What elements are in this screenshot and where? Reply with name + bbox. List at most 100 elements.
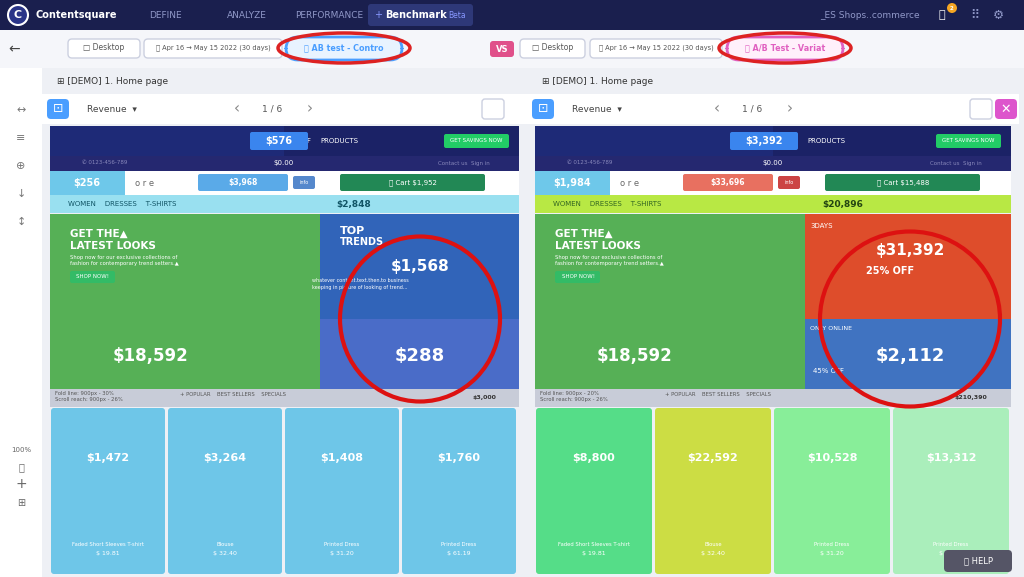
Text: o r e: o r e (621, 178, 640, 188)
Text: DEFINE: DEFINE (148, 10, 181, 20)
Text: Fold line: 900px - 30%: Fold line: 900px - 30% (55, 392, 114, 396)
FancyBboxPatch shape (730, 132, 798, 150)
Text: ⊞ [DEMO] 1. Home page: ⊞ [DEMO] 1. Home page (542, 77, 653, 85)
Text: Printed Dress: Printed Dress (933, 541, 969, 546)
Text: ⓘ HELP: ⓘ HELP (964, 556, 992, 565)
Text: whatever content.text.then.to business: whatever content.text.then.to business (311, 279, 409, 283)
Text: WOMEN    DRESSES    T-SHIRTS: WOMEN DRESSES T-SHIRTS (68, 201, 176, 207)
FancyBboxPatch shape (285, 408, 399, 574)
Text: ✆ 0123-456-789: ✆ 0123-456-789 (82, 160, 128, 166)
Bar (535, 126, 773, 156)
Text: Benchmark: Benchmark (385, 10, 446, 20)
Text: ≡: ≡ (16, 133, 26, 143)
Text: 👥 AB test - Contro: 👥 AB test - Contro (304, 43, 384, 53)
Bar (50, 126, 284, 156)
Text: Scroll reach: 900px - 26%: Scroll reach: 900px - 26% (540, 398, 608, 403)
Text: $576: $576 (265, 136, 293, 146)
Text: ‹: ‹ (234, 102, 240, 117)
Circle shape (947, 3, 957, 13)
Text: ⠿: ⠿ (971, 9, 980, 21)
Text: + POPULAR    BEST SELLERS    SPECIALS: + POPULAR BEST SELLERS SPECIALS (665, 392, 771, 396)
FancyBboxPatch shape (444, 134, 509, 148)
Text: 1 / 6: 1 / 6 (262, 104, 283, 114)
FancyBboxPatch shape (68, 39, 140, 58)
Text: $18,592: $18,592 (112, 347, 187, 365)
FancyBboxPatch shape (683, 174, 773, 191)
Bar (535, 389, 1011, 407)
FancyBboxPatch shape (340, 174, 485, 191)
Text: $0.00: $0.00 (273, 160, 294, 166)
Bar (50, 389, 519, 407)
FancyBboxPatch shape (536, 408, 652, 574)
Text: Scroll reach: 900px - 26%: Scroll reach: 900px - 26% (55, 398, 123, 403)
Bar (805, 319, 1011, 389)
Text: Printed Dress: Printed Dress (441, 541, 477, 546)
Text: 📅 Apr 16 → May 15 2022 (30 days): 📅 Apr 16 → May 15 2022 (30 days) (599, 44, 714, 51)
Text: $ 32.40: $ 32.40 (213, 552, 237, 556)
FancyBboxPatch shape (944, 550, 1012, 572)
Text: ↓: ↓ (16, 189, 26, 199)
FancyBboxPatch shape (250, 132, 308, 150)
Text: ⊕: ⊕ (16, 161, 26, 171)
Text: $8,800: $8,800 (572, 453, 615, 463)
Text: TOP: TOP (340, 226, 366, 236)
Text: Revenue  ▾: Revenue ▾ (572, 104, 622, 114)
Text: +: + (375, 10, 386, 20)
Text: $ 19.81: $ 19.81 (583, 552, 606, 556)
Text: GET SAVINGS NOW: GET SAVINGS NOW (942, 138, 994, 144)
Text: ⊞ [DEMO] 1. Home page: ⊞ [DEMO] 1. Home page (57, 77, 168, 85)
Bar (535, 156, 1011, 171)
Text: ⊞: ⊞ (17, 498, 25, 508)
Bar (527, 68, 1019, 577)
FancyBboxPatch shape (47, 99, 69, 119)
Text: $1,568: $1,568 (390, 258, 450, 273)
Text: PRODUCTS: PRODUCTS (807, 138, 845, 144)
Text: $13,312: $13,312 (926, 453, 976, 463)
FancyBboxPatch shape (655, 408, 771, 574)
Text: 2: 2 (950, 6, 954, 12)
FancyBboxPatch shape (51, 408, 165, 574)
Text: ↕: ↕ (16, 217, 26, 227)
Text: $1,408: $1,408 (321, 453, 364, 463)
Text: $33,696: $33,696 (711, 178, 745, 188)
Text: Blouse: Blouse (705, 541, 722, 546)
Bar (50, 156, 519, 171)
Bar (535, 126, 1011, 156)
Text: $18,592: $18,592 (597, 347, 673, 365)
Text: _ES Shops..commerce: _ES Shops..commerce (820, 10, 920, 20)
Text: $ 32.40: $ 32.40 (701, 552, 725, 556)
Text: 25% OFF: 25% OFF (866, 266, 914, 276)
Bar (0, 68, 42, 577)
Text: ⚙: ⚙ (992, 9, 1004, 21)
Text: SALE 70% OF: SALE 70% OF (264, 138, 311, 144)
Text: fashion for contemporary trend setters.▲: fashion for contemporary trend setters.▲ (70, 261, 179, 267)
Bar (0, 30, 1024, 68)
Text: LATEST LOOKS: LATEST LOOKS (70, 241, 156, 251)
Text: 🔔: 🔔 (939, 10, 945, 20)
Text: 🔍: 🔍 (18, 462, 24, 472)
Text: $256: $256 (74, 178, 100, 188)
Bar (535, 214, 805, 389)
FancyBboxPatch shape (490, 41, 514, 57)
Text: C: C (14, 10, 23, 20)
Text: $10,528: $10,528 (807, 453, 857, 463)
Text: ›: › (787, 102, 793, 117)
Text: Shop now for our exclusive collections of: Shop now for our exclusive collections o… (70, 254, 177, 260)
Bar (805, 214, 1011, 319)
Bar (50, 171, 125, 195)
Text: 📷: 📷 (978, 104, 984, 114)
Text: ←: ← (8, 42, 19, 56)
Text: Shop now for our exclusive collections of: Shop now for our exclusive collections o… (555, 254, 663, 260)
FancyBboxPatch shape (520, 39, 585, 58)
Text: $3,264: $3,264 (204, 453, 247, 463)
FancyBboxPatch shape (825, 174, 980, 191)
Text: $ 31.20: $ 31.20 (820, 552, 844, 556)
Text: ONLY ONLINE: ONLY ONLINE (810, 327, 852, 332)
Text: 👥 A/B Test - Variat: 👥 A/B Test - Variat (744, 43, 825, 53)
Text: ‹: ‹ (714, 102, 720, 117)
Text: Blouse: Blouse (216, 541, 233, 546)
Text: $210,390: $210,390 (954, 395, 987, 399)
FancyBboxPatch shape (368, 4, 473, 26)
Text: $3,392: $3,392 (745, 136, 782, 146)
Text: $1,760: $1,760 (437, 453, 480, 463)
